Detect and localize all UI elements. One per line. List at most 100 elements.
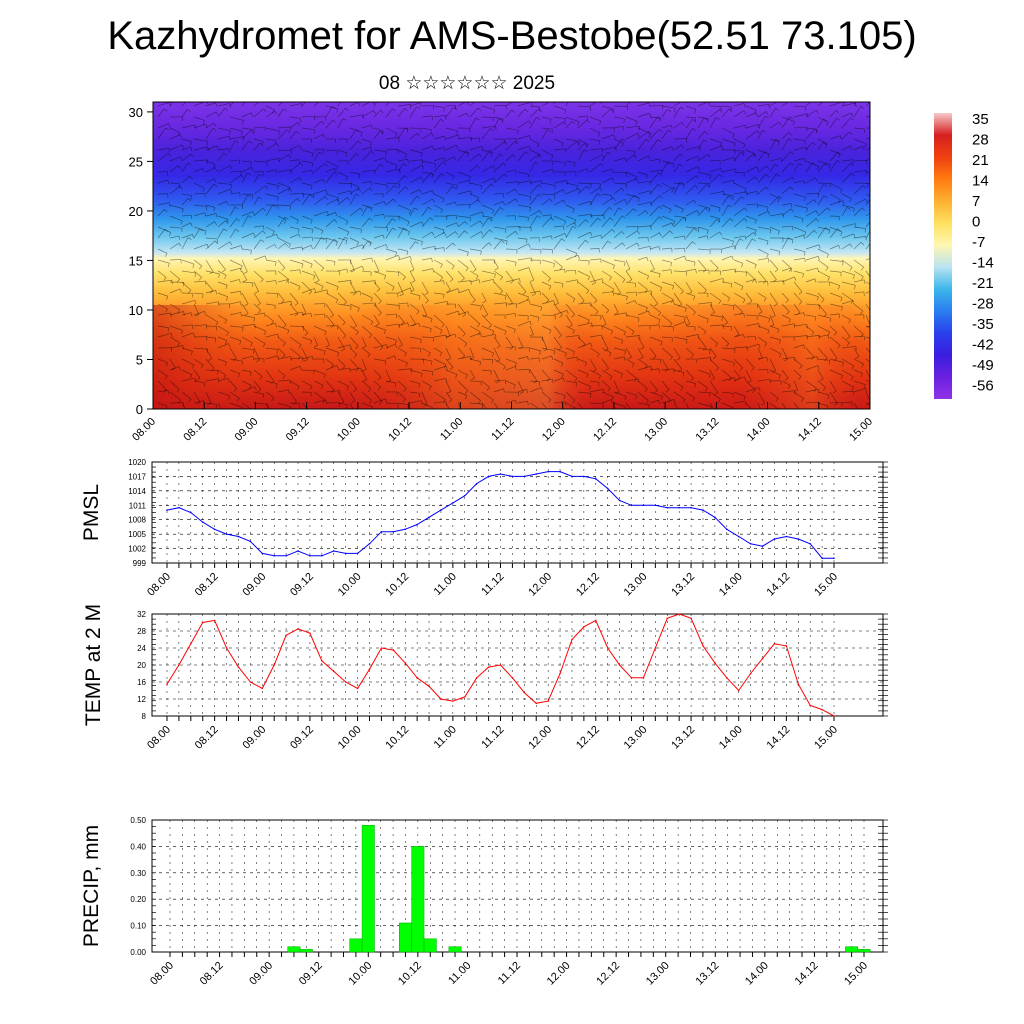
wind-barb-flag bbox=[373, 110, 376, 115]
wind-barb bbox=[325, 238, 335, 250]
wind-barb bbox=[169, 325, 183, 331]
wind-barb-flag bbox=[442, 229, 445, 234]
wind-barb bbox=[529, 108, 540, 118]
wind-barb bbox=[541, 193, 555, 195]
wind-barb-flag bbox=[672, 163, 675, 168]
wind-barb bbox=[769, 138, 780, 143]
wind-barb bbox=[793, 138, 806, 141]
wind-barb bbox=[421, 171, 433, 175]
y-tick-label: 1005 bbox=[128, 530, 146, 539]
wind-barb bbox=[361, 206, 368, 217]
wind-barb bbox=[769, 121, 780, 129]
wind-barb-flag bbox=[454, 333, 457, 338]
wind-barb bbox=[613, 138, 624, 144]
wind-barb-flag bbox=[706, 235, 709, 240]
wind-barb bbox=[457, 259, 469, 269]
wind-barb-flag bbox=[752, 389, 756, 393]
wind-barb-flag bbox=[336, 108, 339, 113]
wind-barb-flag bbox=[418, 323, 421, 328]
wind-barb bbox=[625, 369, 637, 379]
wind-barb-flag bbox=[766, 254, 769, 258]
wind-barb bbox=[349, 347, 358, 355]
wind-barb-flag bbox=[490, 399, 494, 404]
wind-barb bbox=[841, 325, 851, 337]
wind-barb bbox=[649, 195, 660, 206]
wind-barb-flag bbox=[362, 244, 365, 249]
wind-barb-flag bbox=[590, 214, 593, 219]
wind-barb bbox=[421, 303, 428, 316]
wind-barb bbox=[157, 102, 170, 107]
wind-barb-flag bbox=[500, 276, 503, 281]
wind-barb bbox=[433, 173, 442, 184]
wind-barb-flag bbox=[644, 388, 648, 392]
colorbar-label: -35 bbox=[972, 316, 994, 333]
wind-barb bbox=[649, 139, 659, 151]
wind-barb-flag bbox=[442, 161, 446, 165]
wind-barb-flag bbox=[440, 209, 443, 214]
wind-barb bbox=[277, 336, 286, 344]
y-axis-title: PMSL bbox=[80, 484, 103, 541]
wind-barb bbox=[445, 242, 453, 250]
wind-barb bbox=[829, 244, 839, 250]
wind-barb bbox=[709, 145, 722, 151]
wind-barb bbox=[433, 147, 445, 151]
wind-barb bbox=[781, 303, 790, 312]
wind-barb bbox=[181, 391, 192, 400]
wind-barb-flag bbox=[805, 147, 808, 152]
wind-barb-flag bbox=[673, 186, 677, 191]
wind-barb bbox=[817, 325, 830, 333]
wind-barb bbox=[433, 193, 445, 200]
wind-barb bbox=[529, 369, 538, 382]
wind-barb bbox=[661, 129, 669, 140]
wind-barb bbox=[841, 336, 850, 343]
wind-barb-flag bbox=[849, 243, 853, 248]
wind-barb bbox=[577, 302, 591, 305]
wind-barb-flag bbox=[213, 207, 216, 212]
wind-barb bbox=[301, 270, 315, 277]
wind-barb bbox=[229, 369, 240, 374]
wind-barb-flag bbox=[612, 109, 615, 114]
wind-barb-flag bbox=[223, 152, 228, 156]
wind-barb bbox=[253, 391, 265, 395]
wind-barb bbox=[313, 226, 324, 231]
wind-barb bbox=[397, 226, 410, 232]
wind-barb-flag bbox=[445, 115, 447, 120]
wind-barb-flag bbox=[446, 301, 449, 306]
wind-barb-flag bbox=[280, 300, 285, 304]
wind-barb bbox=[349, 358, 359, 369]
wind-barb-flag bbox=[385, 360, 387, 365]
wind-barb-flag bbox=[769, 379, 771, 384]
precip-bar bbox=[399, 922, 412, 953]
wind-barb-flag bbox=[550, 214, 552, 219]
wind-barb-flag bbox=[443, 107, 445, 112]
wind-barb-flag bbox=[421, 164, 425, 169]
wind-barb-flag bbox=[652, 356, 657, 359]
wind-barb-flag bbox=[227, 378, 230, 383]
wind-barb-flag bbox=[739, 238, 744, 241]
wind-barb-flag bbox=[846, 336, 851, 340]
wind-barb bbox=[709, 278, 724, 283]
wind-barb-flag bbox=[404, 175, 408, 179]
y-tick-label: 999 bbox=[133, 559, 147, 568]
wind-barb-flag bbox=[351, 400, 356, 403]
wind-barb-flag bbox=[671, 146, 674, 151]
wind-barb bbox=[325, 390, 340, 393]
wind-barb-flag bbox=[383, 201, 386, 206]
wind-barb-flag bbox=[409, 104, 412, 109]
wind-barb bbox=[853, 207, 863, 217]
wind-barb-flag bbox=[403, 163, 407, 166]
wind-barb bbox=[301, 182, 313, 186]
wind-barb bbox=[805, 388, 819, 393]
wind-barb bbox=[721, 179, 734, 184]
wind-barb-flag bbox=[708, 102, 711, 106]
wind-barb bbox=[181, 369, 193, 376]
wind-barb bbox=[625, 281, 636, 284]
wind-barb bbox=[745, 270, 756, 280]
wind-barb-flag bbox=[703, 330, 707, 335]
wind-barb bbox=[265, 369, 275, 382]
wind-barb bbox=[529, 161, 536, 173]
wind-barb-flag bbox=[343, 301, 347, 306]
wind-barb bbox=[193, 400, 204, 404]
colorbar-label: -7 bbox=[972, 234, 985, 251]
